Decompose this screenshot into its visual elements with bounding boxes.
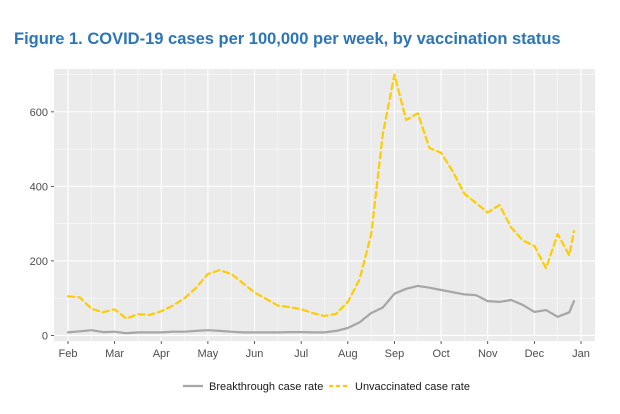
breakthrough-series-line [66, 284, 576, 335]
y-tick-label: 400 [30, 181, 48, 193]
chart-title: Figure 1. COVID-19 cases per 100,000 per… [14, 30, 561, 48]
major-gridlines [54, 69, 595, 341]
y-tick-label: 600 [30, 107, 48, 119]
legend-label: Unvaccinated case rate [355, 381, 470, 393]
x-tick-label: Sep [385, 348, 405, 360]
minor-gridlines [54, 69, 595, 341]
y-tick-label: 200 [30, 256, 48, 268]
legend-breakthrough: Breakthrough case rate [183, 381, 323, 393]
legend: Breakthrough case rate Unvaccinated case … [183, 381, 470, 393]
x-tick-label: Apr [153, 348, 170, 360]
x-tick-label: Jun [246, 348, 264, 360]
legend-label: Breakthrough case rate [209, 381, 323, 393]
x-tick-label: Aug [338, 348, 358, 360]
axis-ticks: Feb Mar Apr May Jun Jul Aug Sep Oct Nov Dec Jan 0 200… [30, 107, 590, 360]
series-layer [66, 73, 576, 335]
y-tick-label: 0 [42, 330, 48, 342]
x-tick-label: Feb [59, 348, 78, 360]
x-tick-label: Nov [478, 348, 498, 360]
x-tick-label: Mar [105, 348, 124, 360]
x-tick-label: Jul [294, 348, 308, 360]
x-tick-label: Oct [433, 348, 450, 360]
unvaccinated-series-line [66, 73, 576, 320]
x-tick-label: Jan [572, 348, 590, 360]
x-tick-label: Dec [525, 348, 545, 360]
x-tick-label: May [198, 348, 219, 360]
legend-unvaccinated: Unvaccinated case rate [329, 381, 470, 393]
